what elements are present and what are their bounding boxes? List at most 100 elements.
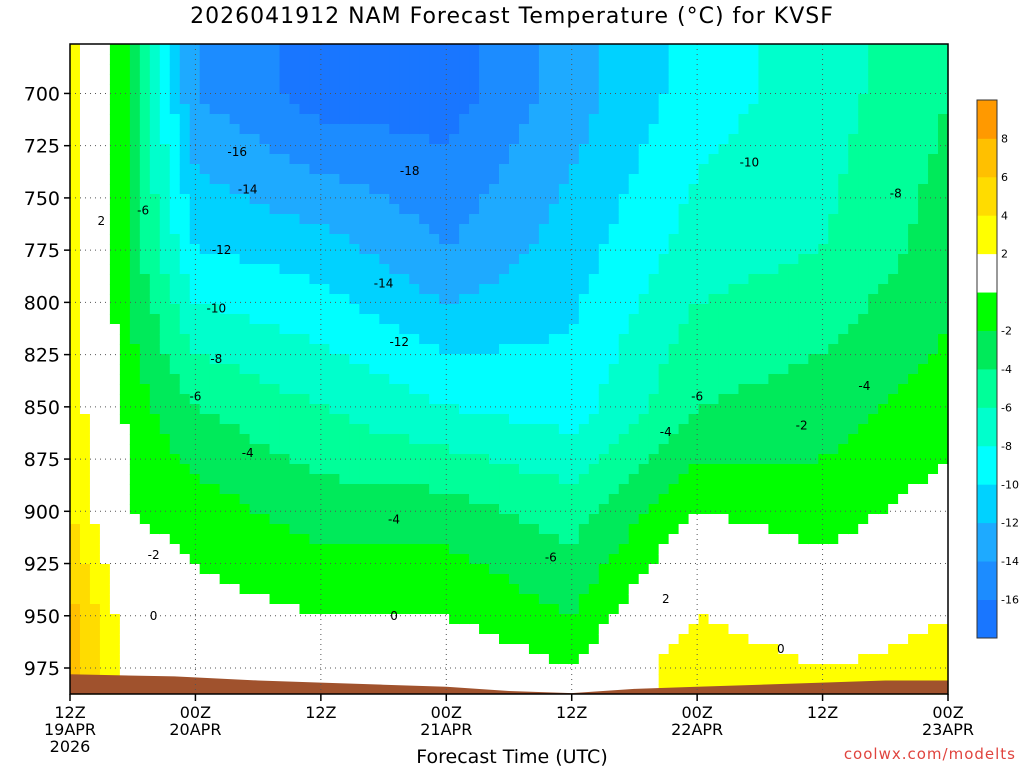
temperature-cell (708, 334, 720, 345)
temperature-cell (89, 154, 101, 165)
temperature-cell (818, 354, 829, 365)
temperature-cell (329, 74, 340, 85)
temperature-cell (159, 84, 171, 95)
temperature-cell (109, 134, 121, 145)
temperature-cell (698, 264, 710, 275)
temperature-cell (319, 374, 331, 385)
temperature-cell (688, 274, 700, 285)
temperature-cell (70, 494, 81, 505)
temperature-cell (578, 594, 590, 605)
temperature-cell (109, 254, 121, 265)
temperature-cell (509, 334, 520, 345)
temperature-cell (309, 464, 321, 475)
temperature-cell (778, 584, 789, 595)
temperature-cell (698, 464, 710, 475)
temperature-cell (668, 674, 680, 685)
temperature-cell (359, 154, 370, 165)
temperature-cell (558, 194, 570, 205)
temperature-cell (788, 154, 799, 165)
temperature-cell (99, 184, 111, 195)
temperature-cell (638, 674, 650, 685)
temperature-cell (738, 54, 750, 65)
temperature-cell (299, 94, 311, 105)
temperature-cell (638, 384, 650, 395)
temperature-cell (558, 604, 570, 615)
temperature-cell (289, 454, 301, 465)
temperature-cell (439, 304, 450, 315)
temperature-cell (399, 44, 410, 55)
temperature-cell (479, 104, 490, 115)
temperature-cell (459, 584, 470, 595)
temperature-cell (538, 264, 550, 275)
temperature-cell (339, 184, 350, 195)
temperature-cell (70, 534, 81, 545)
temperature-cell (558, 164, 570, 175)
temperature-cell (678, 354, 690, 365)
temperature-cell (269, 634, 281, 645)
temperature-cell (129, 294, 141, 305)
temperature-cell (728, 294, 740, 305)
temperature-cell (608, 504, 620, 515)
temperature-cell (139, 234, 151, 245)
temperature-cell (389, 374, 400, 385)
temperature-cell (638, 274, 650, 285)
temperature-cell (518, 114, 530, 125)
temperature-cell (219, 194, 231, 205)
temperature-cell (558, 114, 570, 125)
temperature-cell (239, 94, 251, 105)
temperature-cell (698, 314, 710, 325)
temperature-cell (119, 144, 131, 155)
temperature-cell (818, 624, 829, 635)
temperature-cell (199, 654, 211, 665)
temperature-cell (538, 634, 550, 645)
temperature-cell (828, 424, 839, 435)
temperature-cell (718, 584, 730, 595)
temperature-cell (349, 534, 360, 545)
temperature-cell (359, 224, 370, 235)
temperature-cell (79, 594, 91, 605)
temperature-cell (389, 164, 400, 175)
temperature-cell (249, 614, 261, 625)
temperature-cell (518, 94, 530, 105)
temperature-cell (618, 184, 630, 195)
temperature-cell (479, 584, 490, 595)
temperature-cell (289, 154, 301, 165)
temperature-cell (449, 254, 460, 265)
temperature-cell (319, 454, 331, 465)
temperature-cell (528, 344, 540, 355)
temperature-cell (818, 374, 829, 385)
temperature-cell (499, 524, 510, 535)
temperature-cell (279, 274, 291, 285)
temperature-cell (828, 594, 839, 605)
temperature-cell (259, 224, 271, 235)
temperature-cell (329, 294, 340, 305)
temperature-cell (419, 544, 430, 555)
temperature-cell (99, 494, 111, 505)
temperature-cell (499, 664, 510, 675)
temperature-cell (229, 464, 241, 475)
temperature-cell (459, 564, 470, 575)
temperature-cell (528, 284, 540, 295)
temperature-cell (638, 604, 650, 615)
temperature-cell (379, 564, 390, 575)
temperature-cell (648, 344, 660, 355)
temperature-cell (518, 504, 530, 515)
temperature-cell (409, 84, 420, 95)
temperature-cell (89, 164, 101, 175)
temperature-cell (538, 364, 550, 375)
temperature-cell (119, 94, 131, 105)
temperature-cell (509, 164, 520, 175)
temperature-cell (89, 584, 101, 595)
temperature-cell (499, 304, 510, 315)
temperature-cell (678, 664, 690, 675)
temperature-cell (389, 654, 400, 665)
temperature-cell (389, 304, 400, 315)
temperature-cell (349, 554, 360, 565)
temperature-cell (70, 474, 81, 485)
temperature-cell (818, 94, 829, 105)
temperature-cell (429, 624, 440, 635)
temperature-cell (229, 84, 241, 95)
temperature-cell (788, 214, 799, 225)
temperature-cell (159, 394, 171, 405)
temperature-cell (229, 614, 241, 625)
